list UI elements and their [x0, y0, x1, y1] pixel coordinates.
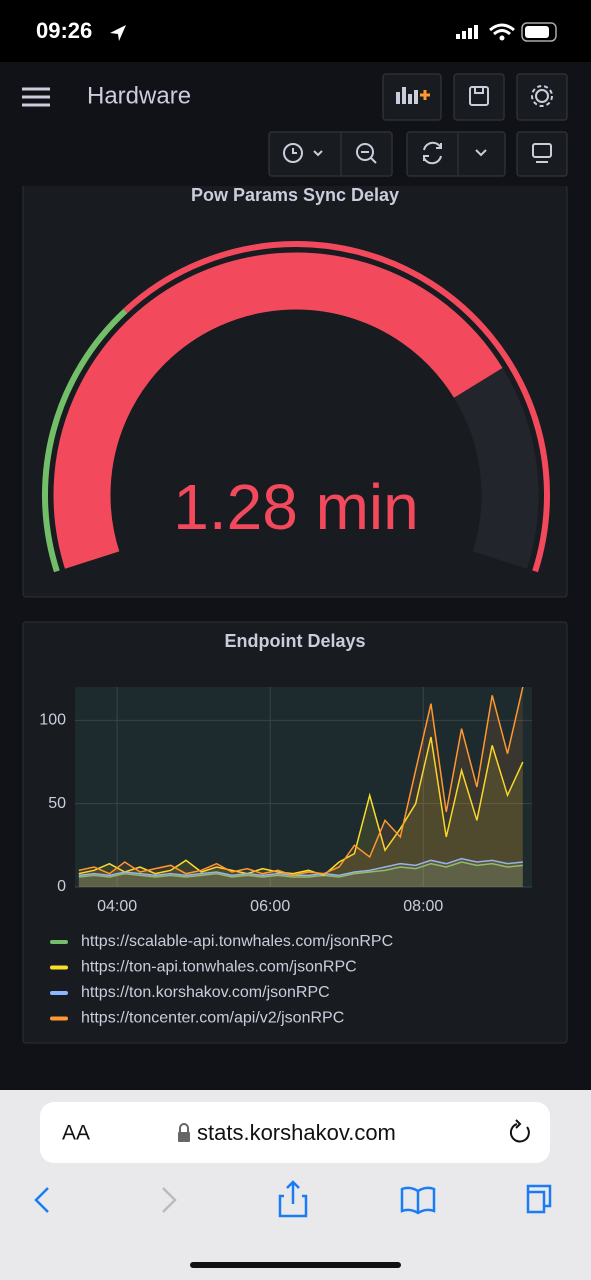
threshold-band [42, 308, 128, 573]
legend-label: https://ton-api.tonwhales.com/jsonRPC [81, 959, 357, 976]
bookmarks-button[interactable] [400, 1186, 436, 1215]
line-chart: 0 50 100 04:00 06:00 08:00 https://scalable-ap… [39, 687, 532, 1027]
icons [283, 85, 553, 165]
wifi-dot [499, 35, 505, 41]
reload-button[interactable] [509, 1119, 530, 1143]
series-area [78, 687, 523, 887]
back-button[interactable] [34, 1187, 49, 1213]
wifi-icon [489, 23, 515, 36]
status-bar [0, 0, 591, 62]
series-line [78, 687, 524, 877]
settings-button[interactable] [516, 73, 568, 121]
scroll-edge [0, 180, 591, 186]
gauge-fill [53, 252, 503, 569]
y-tick-label: 50 [48, 795, 66, 812]
dashboard-title: Hardware [87, 82, 191, 109]
legend-label: https://toncenter.com/api/v2/jsonRPC [81, 1010, 344, 1027]
legend-label: https://ton.korshakov.com/jsonRPC [81, 984, 330, 1001]
add-panel-icon [396, 87, 418, 104]
battery-level [525, 26, 549, 38]
lock-icon [178, 1123, 190, 1142]
text-size-button[interactable]: AA [62, 1122, 90, 1145]
home-indicator [190, 1262, 401, 1268]
panel-title: Endpoint Delays [224, 631, 365, 651]
series-line [78, 861, 523, 878]
y-tick-label: 100 [39, 712, 66, 729]
series-line [78, 736, 524, 877]
series-area [78, 862, 523, 887]
legend-swatch [50, 991, 68, 995]
gauge-value: 1.28 min [173, 471, 418, 543]
series-line [78, 857, 523, 877]
threshold-band [123, 241, 550, 573]
series-area [78, 737, 523, 887]
legend-swatch [50, 1016, 68, 1021]
menu-button[interactable] [22, 87, 50, 107]
legend-swatch [50, 965, 68, 970]
tabs-button[interactable] [526, 1184, 552, 1214]
clock: 09:26 [36, 18, 92, 43]
location-icon [110, 25, 126, 41]
save-button[interactable] [453, 73, 505, 121]
series-area [78, 858, 523, 887]
y-tick-label: 0 [57, 878, 66, 895]
plus-icon [420, 90, 430, 100]
panel-title: Pow Params Sync Delay [191, 185, 399, 205]
address-bar[interactable] [40, 1102, 550, 1163]
x-tick-label: 04:00 [97, 898, 137, 915]
x-tick-label: 06:00 [250, 898, 290, 915]
forward-button[interactable] [162, 1187, 177, 1213]
gauge [42, 241, 550, 573]
legend-swatch [50, 940, 68, 944]
view-mode-button[interactable] [516, 131, 568, 177]
signal-icon [456, 25, 478, 39]
time-picker[interactable] [268, 131, 393, 177]
url: stats.korshakov.com [197, 1120, 396, 1145]
share-button[interactable] [278, 1180, 308, 1218]
refresh-button[interactable] [406, 131, 506, 177]
x-tick-label: 08:00 [403, 898, 443, 915]
legend-label: https://scalable-api.tonwhales.com/jsonR… [81, 933, 393, 950]
battery [521, 22, 557, 42]
